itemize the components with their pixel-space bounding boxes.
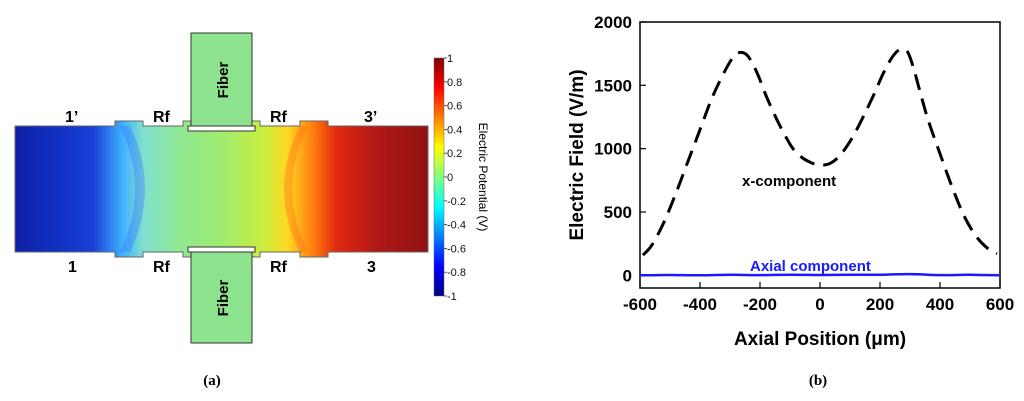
colorbar-tick-label: 0 [447, 172, 453, 184]
axial-component-annotation: Axial component [750, 258, 871, 275]
y-axis-label: Electric Field (V/m) [567, 69, 588, 240]
fiber-bottom-gap [187, 246, 256, 253]
axial-component-line [639, 272, 1001, 277]
fiber-bottom [190, 251, 253, 344]
rf-bottom-right-label: Rf [270, 259, 288, 276]
x-tick-label: 0 [815, 295, 824, 314]
fiber-top-gap [187, 125, 256, 132]
colorbar-tick-label: 1 [447, 53, 453, 65]
field-contour-right [284, 126, 308, 252]
x-tick-label: -400 [683, 295, 717, 314]
port-3p-label: 3’ [364, 109, 377, 126]
colorbar-tick-label: 0.4 [447, 124, 462, 136]
x-tick-label: -600 [623, 295, 657, 314]
colorbar-tick-label: -1 [447, 291, 457, 303]
colorbar-tick-label: 0.2 [447, 148, 462, 160]
x-tick-label: -200 [743, 295, 777, 314]
y-tick-label: 0 [623, 266, 632, 285]
series-layer [639, 47, 1001, 277]
colorbar-ticks: 1 0.8 0.6 0.4 0.2 0 -0.2 -0.4 -0.6 -0.8 -1 [444, 53, 466, 303]
x-axis-label: Axial Position (μm) [734, 329, 906, 350]
y-tick-label: 500 [604, 203, 632, 222]
field-contour-left [120, 126, 145, 252]
panel-a: Fiber Fiber 1’ Rf Rf 3’ 1 Rf Rf 3 1 0.8 0.… [14, 32, 490, 389]
caption-b: (b) [809, 373, 827, 389]
colorbar-tick-label: -0.2 [447, 196, 466, 208]
x-tick-label: 200 [866, 295, 894, 314]
y-tick-label: 1500 [594, 76, 632, 95]
panel-b: -600 -400 -200 0 200 400 600 0 500 1000 1500 2000 A… [567, 13, 1014, 389]
x-component-annotation: x-component [742, 173, 836, 190]
fiber-top-label: Fiber [215, 62, 232, 99]
plot-frame [639, 21, 1001, 289]
axis-ticks: -600 -400 -200 0 200 400 600 0 500 1000 1500 2000 [594, 13, 1014, 314]
x-tick-label: 600 [986, 295, 1014, 314]
colorbar-tick-label: -0.6 [447, 243, 466, 255]
fiber-bottom-label: Fiber [215, 280, 232, 317]
y-tick-label: 1000 [594, 140, 632, 159]
x-tick-label: 400 [926, 295, 954, 314]
colorbar-tick-label: -0.4 [447, 220, 466, 232]
colorbar-tick-label: 0.8 [447, 77, 462, 89]
port-1-label: 1 [68, 259, 77, 276]
colorbar [433, 57, 445, 297]
colorbar-tick-label: -0.8 [447, 267, 466, 279]
rf-top-left-label: Rf [153, 109, 171, 126]
y-tick-label: 2000 [594, 13, 632, 32]
port-1p-label: 1’ [65, 109, 78, 126]
device-body [14, 120, 429, 258]
rf-bottom-left-label: Rf [153, 259, 171, 276]
colorbar-tick-label: 0.6 [447, 101, 462, 113]
port-3-label: 3 [367, 259, 376, 276]
x-component-line [641, 47, 998, 257]
rf-top-right-label: Rf [270, 109, 288, 126]
colorbar-label: Electric Potential (V) [476, 123, 490, 232]
caption-a: (a) [203, 373, 221, 389]
